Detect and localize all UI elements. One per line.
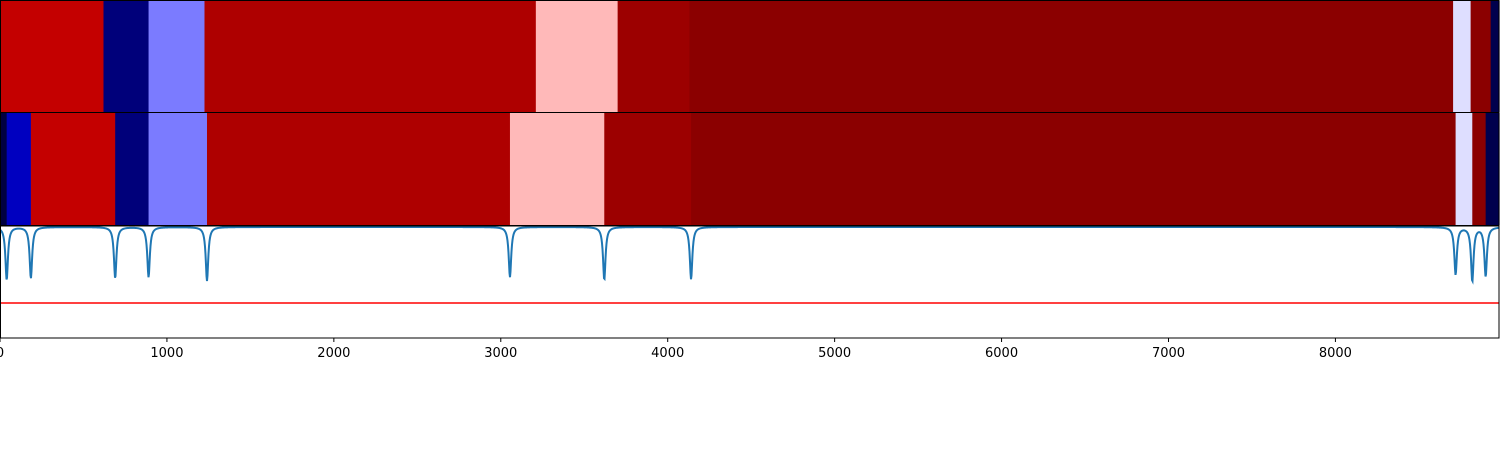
track-2-segment [148, 113, 208, 225]
track-2-segment [115, 113, 150, 225]
signal-frame [0, 225, 1500, 339]
track-2-segment [30, 113, 116, 225]
track-2-segment [691, 113, 1457, 225]
x-tick-label: 8000 [1319, 346, 1352, 361]
track-1-segment [535, 1, 619, 112]
track-2-segment [1455, 113, 1473, 225]
track-2-segment [6, 113, 32, 225]
track-2-segment [1472, 113, 1487, 225]
track-1-segment [689, 1, 1454, 112]
x-tick-label: 6000 [985, 346, 1018, 361]
x-axis: 0 1000 2000 3000 4000 5000 6000 7000 8000 [0, 338, 1352, 361]
track-1-segment [103, 1, 150, 112]
track-1-segment [1490, 1, 1500, 112]
signal-panel [0, 225, 1500, 339]
x-tick-label: 0 [0, 346, 4, 361]
track-1-segment [148, 1, 206, 112]
x-tick-label: 5000 [818, 346, 851, 361]
track-1-segment [0, 1, 105, 112]
track-1-segment [204, 1, 537, 112]
x-tick-label: 3000 [484, 346, 517, 361]
heatmap-tracks [0, 0, 1500, 226]
x-tick-label: 2000 [317, 346, 350, 361]
track-1-segment [1453, 1, 1472, 112]
track-2-segment [604, 113, 692, 225]
track-2-segment [206, 113, 511, 225]
track-2-segment [0, 113, 8, 225]
x-tick-label: 4000 [651, 346, 684, 361]
track-2-segment [1485, 113, 1500, 225]
track-1-segment [1470, 1, 1492, 112]
x-tick-label: 1000 [150, 346, 183, 361]
track-1-segment [617, 1, 691, 112]
signal-line [0, 226, 1500, 285]
track-2-segment [509, 113, 605, 225]
x-tick-label: 7000 [1152, 346, 1185, 361]
